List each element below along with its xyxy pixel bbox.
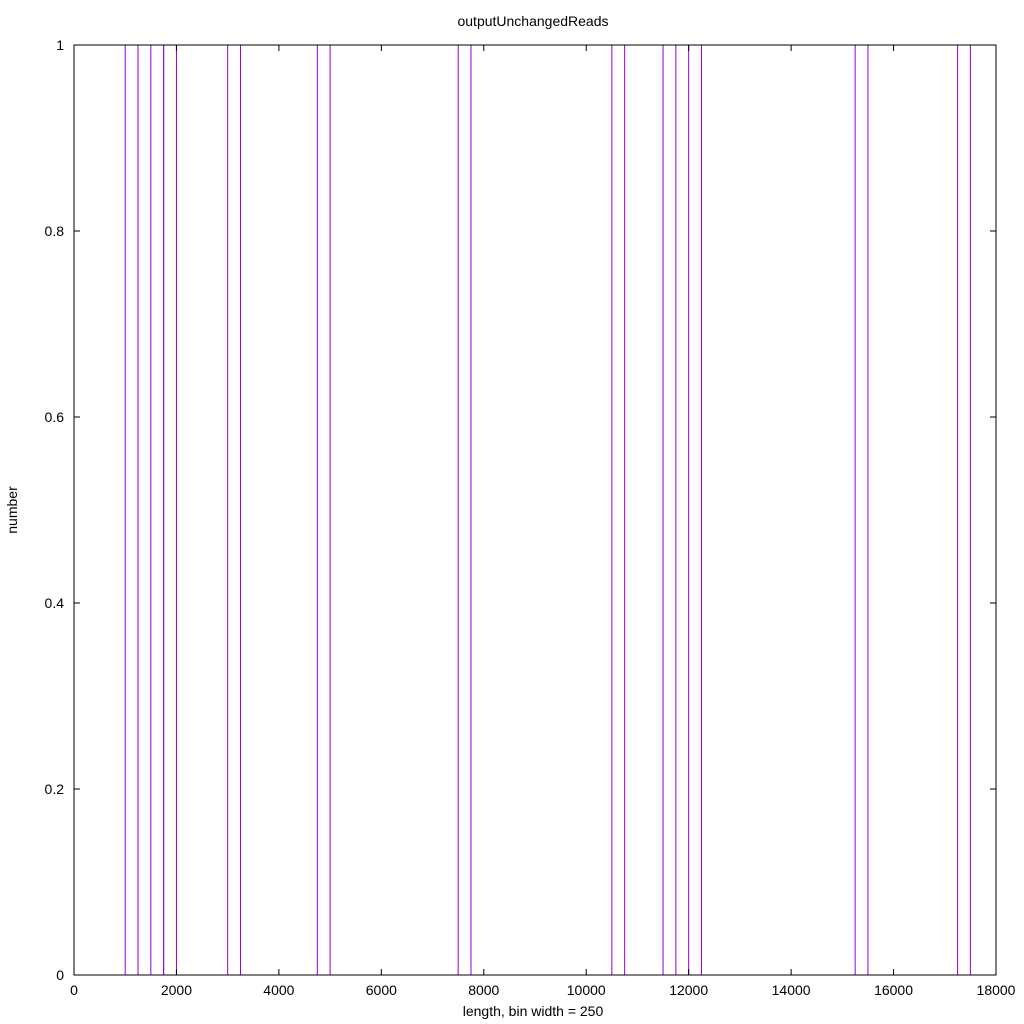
x-tick-label: 0 <box>70 982 78 998</box>
x-tick-label: 8000 <box>468 982 499 998</box>
y-tick-label: 0.6 <box>45 409 65 425</box>
histogram-bars <box>124 44 971 976</box>
histogram-bar <box>957 44 971 976</box>
x-tick-label: 12000 <box>669 982 708 998</box>
x-tick-label: 4000 <box>263 982 294 998</box>
histogram-bar <box>457 44 472 976</box>
x-tick-label: 18000 <box>977 982 1016 998</box>
x-tick-label: 10000 <box>567 982 606 998</box>
y-tick-label: 0.8 <box>45 223 65 239</box>
x-tick-label: 6000 <box>366 982 397 998</box>
y-tick-label: 1 <box>56 37 64 53</box>
x-axis-ticks: 0 2000 4000 6000 8000 10000 12000 14000 16000 180… <box>70 45 1016 998</box>
y-tick-label: 0 <box>56 967 64 983</box>
x-tick-label: 2000 <box>161 982 192 998</box>
y-axis-ticks: 0 0.2 0.4 0.6 0.8 1 <box>45 37 996 983</box>
histogram-bar <box>150 44 165 976</box>
y-axis-label: number <box>4 486 20 534</box>
histogram-bar <box>227 44 241 976</box>
x-axis-label: length, bin width = 250 <box>463 1003 604 1019</box>
histogram-bar <box>163 44 177 976</box>
histogram-bar <box>124 44 139 976</box>
histogram-bar <box>316 44 331 976</box>
histogram-bar <box>662 44 677 976</box>
x-tick-label: 16000 <box>874 982 913 998</box>
x-tick-label: 14000 <box>772 982 811 998</box>
histogram-bar <box>611 44 626 976</box>
y-tick-label: 0.4 <box>45 595 65 611</box>
plot-frame <box>73 44 997 976</box>
histogram-bar <box>688 44 702 976</box>
y-tick-label: 0.2 <box>45 781 65 797</box>
chart-title: outputUnchangedReads <box>457 13 608 29</box>
histogram-bar <box>854 44 869 976</box>
